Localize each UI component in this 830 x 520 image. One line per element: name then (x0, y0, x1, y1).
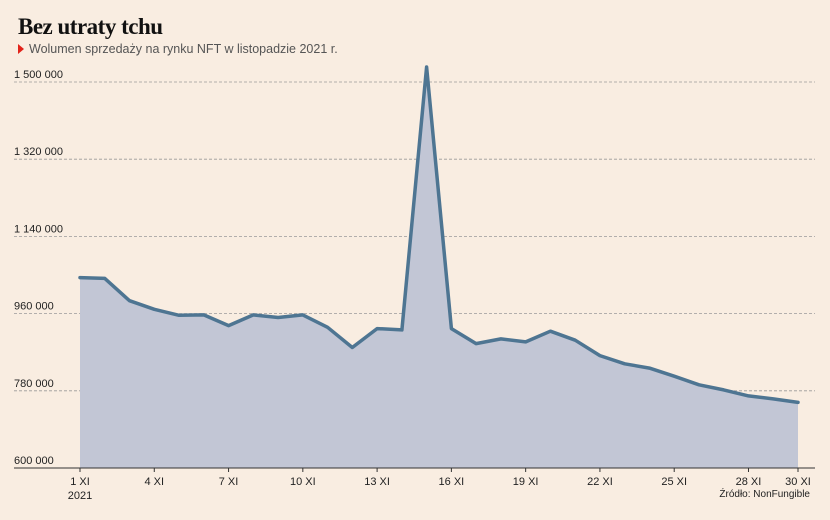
x-tick-label: 13 XI (364, 476, 390, 488)
x-tick-label: 10 XI (290, 476, 316, 488)
x-tick-label: 7 XI (219, 476, 239, 488)
source-note: Źródło: NonFungible (719, 489, 810, 500)
x-tick-label: 25 XI (661, 476, 687, 488)
chart-subtitle-text: Wolumen sprzedaży na rynku NFT w listopa… (29, 42, 338, 56)
x-tick-label: 1 XI (70, 476, 90, 488)
chart-subtitle: Wolumen sprzedaży na rynku NFT w listopa… (18, 42, 338, 56)
y-tick-label: 600 000 (14, 455, 54, 467)
x-tick-label: 22 XI (587, 476, 613, 488)
x-tick-label: 4 XI (144, 476, 164, 488)
y-tick-label: 1 500 000 (14, 69, 63, 81)
x-tick-label: 30 XI (785, 476, 811, 488)
x-tick-year-label: 2021 (68, 490, 92, 502)
y-tick-label: 1 140 000 (14, 223, 63, 235)
x-tick-label: 28 XI (736, 476, 762, 488)
y-tick-label: 780 000 (14, 378, 54, 390)
volume-line (78, 65, 800, 405)
triangle-marker-icon (18, 44, 24, 54)
x-tick-label: 16 XI (439, 476, 465, 488)
chart-title: Bez utraty tchu (18, 14, 163, 39)
volume-area (80, 67, 798, 468)
x-axis-labels: 1 XI 4 XI 7 XI 10 XI 13 XI 16 XI 19 XI 22 XI 25 … (68, 468, 811, 502)
x-tick-label: 19 XI (513, 476, 539, 488)
y-tick-label: 1 320 000 (14, 146, 63, 158)
y-axis-labels: 600 000 780 000 960 000 1 140 000 1 320 000 1… (14, 69, 63, 467)
y-tick-label: 960 000 (14, 301, 54, 313)
